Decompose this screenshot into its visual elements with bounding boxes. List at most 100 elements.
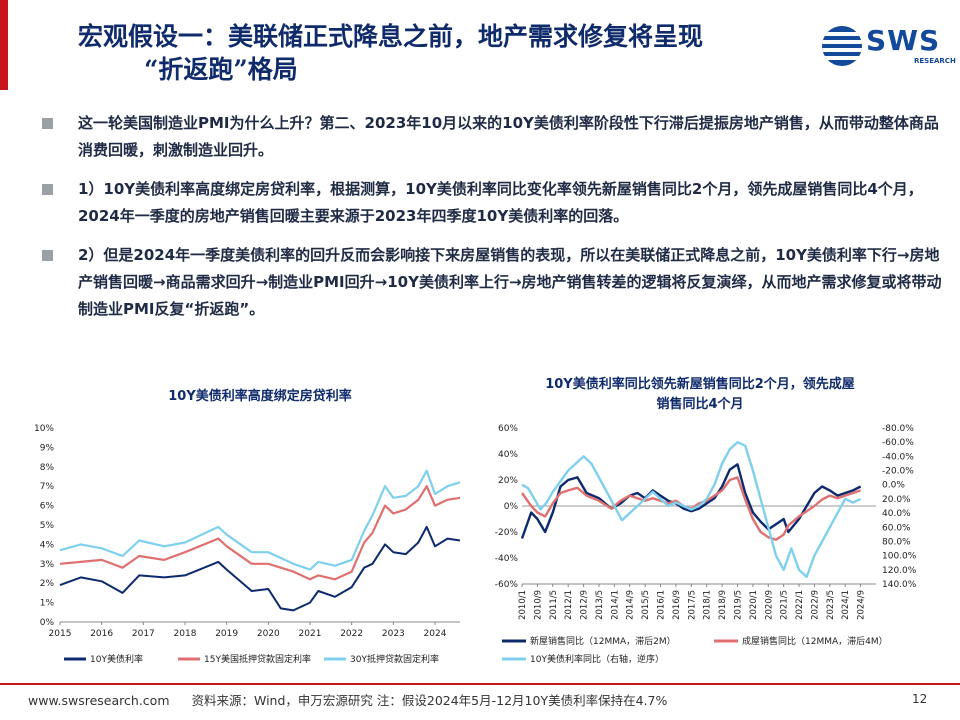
- bullet-text: 1）10Y美债利率高度绑定房贷利率，根据测算，10Y美债利率同比变化率领先新屋销…: [78, 180, 923, 225]
- page-number: 12: [912, 692, 928, 706]
- legend-label: 10Y美债利率同比（右轴，逆序）: [530, 653, 664, 665]
- x-tick-label: 2012/1: [564, 590, 574, 620]
- footer: www.swsresearch.com 资料来源：Wind，申万宏源研究 注：假…: [28, 690, 667, 709]
- bullet-text: 2）但是2024年一季度美债利率的回升反而会影响接下来房屋销售的表现，所以在美联…: [78, 246, 942, 318]
- chart-title-line-1: 10Y美债利率同比领先新屋销售同比2个月，领先成屋: [545, 376, 855, 392]
- series-line-1: [59, 525, 461, 612]
- y-tick-label: -20%: [495, 528, 519, 538]
- y-tick-label: 10%: [34, 424, 54, 434]
- mortgage-rate-chart: 10Y美债利率高度绑定房贷利率 0% 1% 2% 3% 4% 5% 6% 7% 8% 9% 10% 20…: [34, 388, 461, 665]
- bullet-text: 这一轮美国制造业PMI为什么上升？第二、2023年10月以来的10Y美债利率阶段…: [78, 114, 939, 159]
- x-tick-label: 2011/5: [549, 590, 559, 620]
- y2-tick-label: 0.0%: [882, 481, 905, 491]
- x-tick-label: 2020/9: [764, 590, 774, 620]
- x-tick-label: 2016: [90, 629, 113, 639]
- bullet-square-icon: [42, 184, 53, 195]
- y2-tick-label: -80.0%: [882, 424, 914, 434]
- bullet-item: 这一轮美国制造业PMI为什么上升？第二、2023年10月以来的10Y美债利率阶段…: [42, 110, 942, 164]
- y-tick-label: 60%: [498, 424, 518, 434]
- x-tick-label: 2023/5: [826, 590, 836, 620]
- y2-tick-label: -20.0%: [882, 467, 914, 477]
- y-tick-label: 1%: [40, 599, 55, 609]
- x-tick-label: 2019: [215, 629, 238, 639]
- x-tick-label: 2021: [299, 629, 322, 639]
- legend-label: 15Y美国抵押贷款固定利率: [204, 653, 311, 665]
- x-tick-label: 2010/1: [518, 590, 528, 620]
- y-tick-label: 40%: [498, 450, 518, 460]
- series-line-3: [521, 440, 862, 579]
- bullet-square-icon: [42, 118, 53, 129]
- y-tick-label: 0%: [40, 618, 55, 628]
- x-tick-label: 2020: [257, 629, 280, 639]
- x-tick-label: 2021/5: [780, 590, 790, 620]
- y-tick-label: 8%: [40, 463, 55, 473]
- logo-text: SWS: [866, 24, 941, 57]
- chart-title: 10Y美债利率高度绑定房贷利率: [168, 388, 352, 404]
- x-tick-label: 2013/5: [595, 590, 605, 620]
- x-tick-label: 2014/9: [626, 590, 636, 620]
- footer-source-note: 资料来源：Wind，申万宏源研究 注：假设2024年5月-12月10Y美债利率保…: [191, 693, 668, 708]
- y-tick-label: 6%: [40, 502, 55, 512]
- legend-label: 成屋销售同比（12MMA，滞后4M）: [742, 635, 888, 647]
- title-line-1: 宏观假设一：美联储正式降息之前，地产需求修复将呈现: [78, 22, 704, 51]
- page-title: 宏观假设一：美联储正式降息之前，地产需求修复将呈现 “折返跑”格局: [78, 20, 798, 86]
- title-line-2: “折返跑”格局: [144, 55, 298, 84]
- x-tick-label: 2010/9: [533, 590, 543, 620]
- y2-tick-label: 20.0%: [882, 495, 911, 505]
- x-tick-label: 2024/9: [857, 590, 867, 620]
- x-tick-label: 2018: [174, 629, 197, 639]
- y2-tick-label: 40.0%: [882, 509, 911, 519]
- bullet-item: 2）但是2024年一季度美债利率的回升反而会影响接下来房屋销售的表现，所以在美联…: [42, 242, 942, 323]
- legend-label: 30Y抵押贷款固定利率: [350, 653, 439, 665]
- series-line-2: [59, 485, 461, 581]
- y2-tick-label: 100.0%: [882, 552, 917, 562]
- series-line-2: [521, 476, 861, 542]
- sws-logo: SWS RESEARCH: [822, 24, 956, 68]
- y-tick-label: 0%: [504, 502, 519, 512]
- x-tick-label: 2015: [49, 629, 72, 639]
- y-tick-label: 4%: [40, 540, 55, 550]
- bullet-item: 1）10Y美债利率高度绑定房贷利率，根据测算，10Y美债利率同比变化率领先新屋销…: [42, 176, 942, 230]
- footer-divider: [0, 683, 960, 685]
- x-tick-label: 2024/1: [841, 590, 851, 620]
- logo-mark-icon: [822, 26, 862, 66]
- series-line-3: [59, 469, 461, 571]
- bullet-list: 这一轮美国制造业PMI为什么上升？第二、2023年10月以来的10Y美债利率阶段…: [42, 110, 942, 335]
- bullet-square-icon: [42, 250, 53, 261]
- x-tick-label: 2023: [382, 629, 405, 639]
- y2-tick-label: 60.0%: [882, 523, 911, 533]
- y-tick-label: 9%: [40, 443, 55, 453]
- x-tick-label: 2022/9: [810, 590, 820, 620]
- legend-label: 新屋销售同比（12MMA，滞后2M）: [530, 635, 676, 647]
- x-tick-label: 2015/5: [641, 590, 651, 620]
- y-tick-label: 2%: [40, 579, 55, 589]
- y-tick-label: 3%: [40, 560, 55, 570]
- y-tick-label: 5%: [40, 521, 55, 531]
- chart-title-line-2: 销售同比4个月: [656, 396, 743, 412]
- legend-label: 10Y美债利率: [90, 653, 143, 665]
- x-tick-label: 2019/5: [733, 590, 743, 620]
- x-tick-label: 2016/1: [657, 590, 667, 620]
- x-tick-label: 2020/1: [749, 590, 759, 620]
- x-tick-label: 2016/9: [672, 590, 682, 620]
- x-tick-label: 2022/1: [795, 590, 805, 620]
- x-tick-label: 2017: [132, 629, 155, 639]
- y2-tick-label: 80.0%: [882, 537, 911, 547]
- x-tick-label: 2017/5: [687, 590, 697, 620]
- x-tick-label: 2022: [340, 629, 363, 639]
- x-tick-label: 2018/9: [718, 590, 728, 620]
- y-tick-label: 7%: [40, 482, 55, 492]
- series-line-1: [520, 463, 862, 539]
- x-tick-label: 2014/1: [610, 590, 620, 620]
- y2-tick-label: 120.0%: [882, 566, 917, 576]
- y-tick-label: 20%: [498, 476, 518, 486]
- x-tick-label: 2018/1: [703, 590, 713, 620]
- y-tick-label: -40%: [495, 554, 519, 564]
- y2-tick-label: -60.0%: [882, 438, 914, 448]
- y-tick-label: -60%: [495, 580, 519, 590]
- footer-website[interactable]: www.swsresearch.com: [28, 693, 170, 708]
- y2-tick-label: -40.0%: [882, 452, 914, 462]
- accent-bar: [0, 0, 8, 90]
- yoy-sales-chart: 10Y美债利率同比领先新屋销售同比2个月，领先成屋销售同比4个月 60% 40% 20…: [495, 376, 917, 665]
- x-tick-label: 2024: [424, 629, 447, 639]
